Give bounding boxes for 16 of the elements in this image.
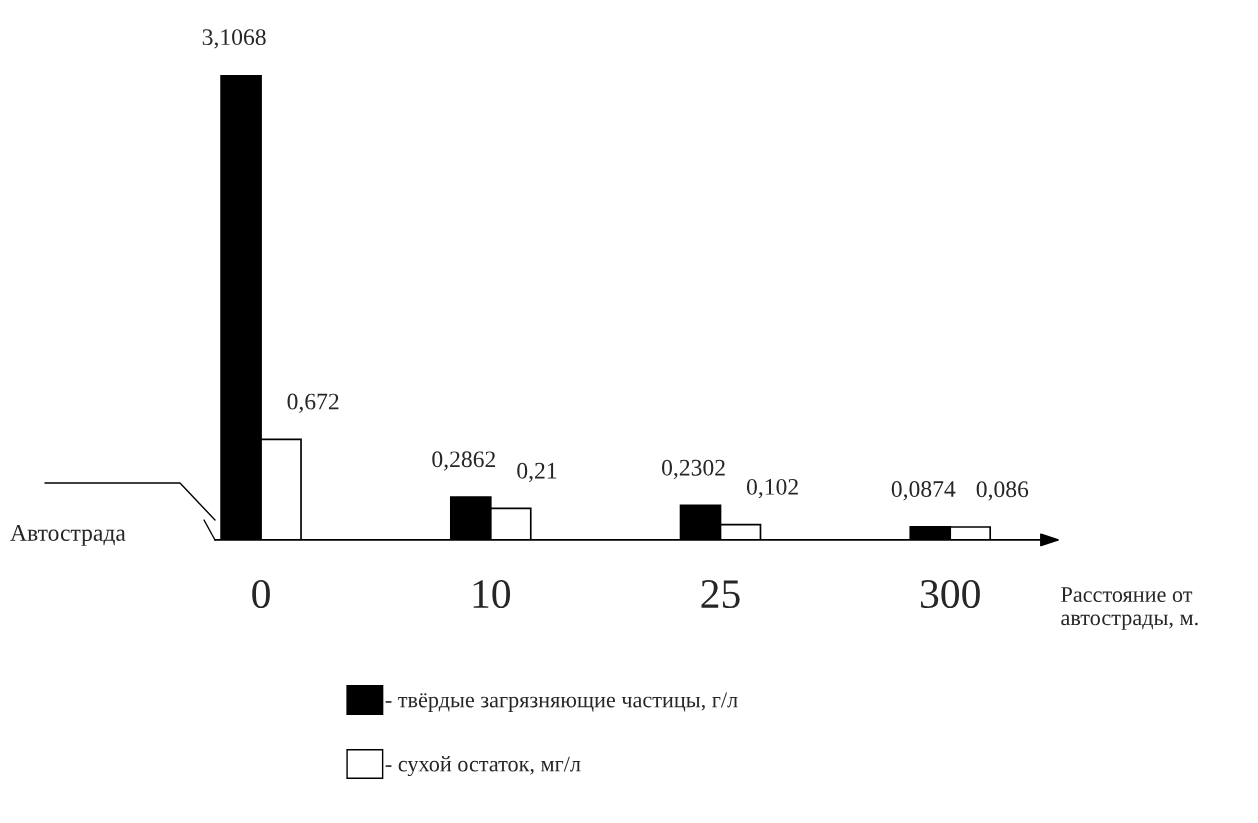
data-label: 0,2302 bbox=[662, 459, 725, 480]
data-label: 0,672 bbox=[287, 393, 339, 413]
data-label: 0,102 bbox=[746, 478, 798, 499]
legend-label: - твёрдые загрязняющие частицы, г/л bbox=[385, 692, 738, 712]
data-label: 0,0874 bbox=[891, 481, 956, 501]
legend-label: - сухой остаток, мг/л bbox=[385, 756, 581, 777]
data-label: 0,2862 bbox=[432, 451, 496, 471]
x-tick-label: 25 bbox=[701, 580, 740, 609]
x-axis-title: Расстояние от автострады, м. bbox=[1061, 587, 1198, 630]
text: Автострада bbox=[10, 525, 126, 546]
data-label: 0,086 bbox=[976, 481, 1029, 501]
data-label: 0,21 bbox=[517, 462, 557, 483]
x-tick-label: 300 bbox=[920, 579, 980, 609]
x-tick-label: 10 bbox=[473, 579, 511, 609]
x-tick-label: 0 bbox=[252, 579, 270, 609]
data-label: 3,1068 bbox=[202, 29, 266, 49]
